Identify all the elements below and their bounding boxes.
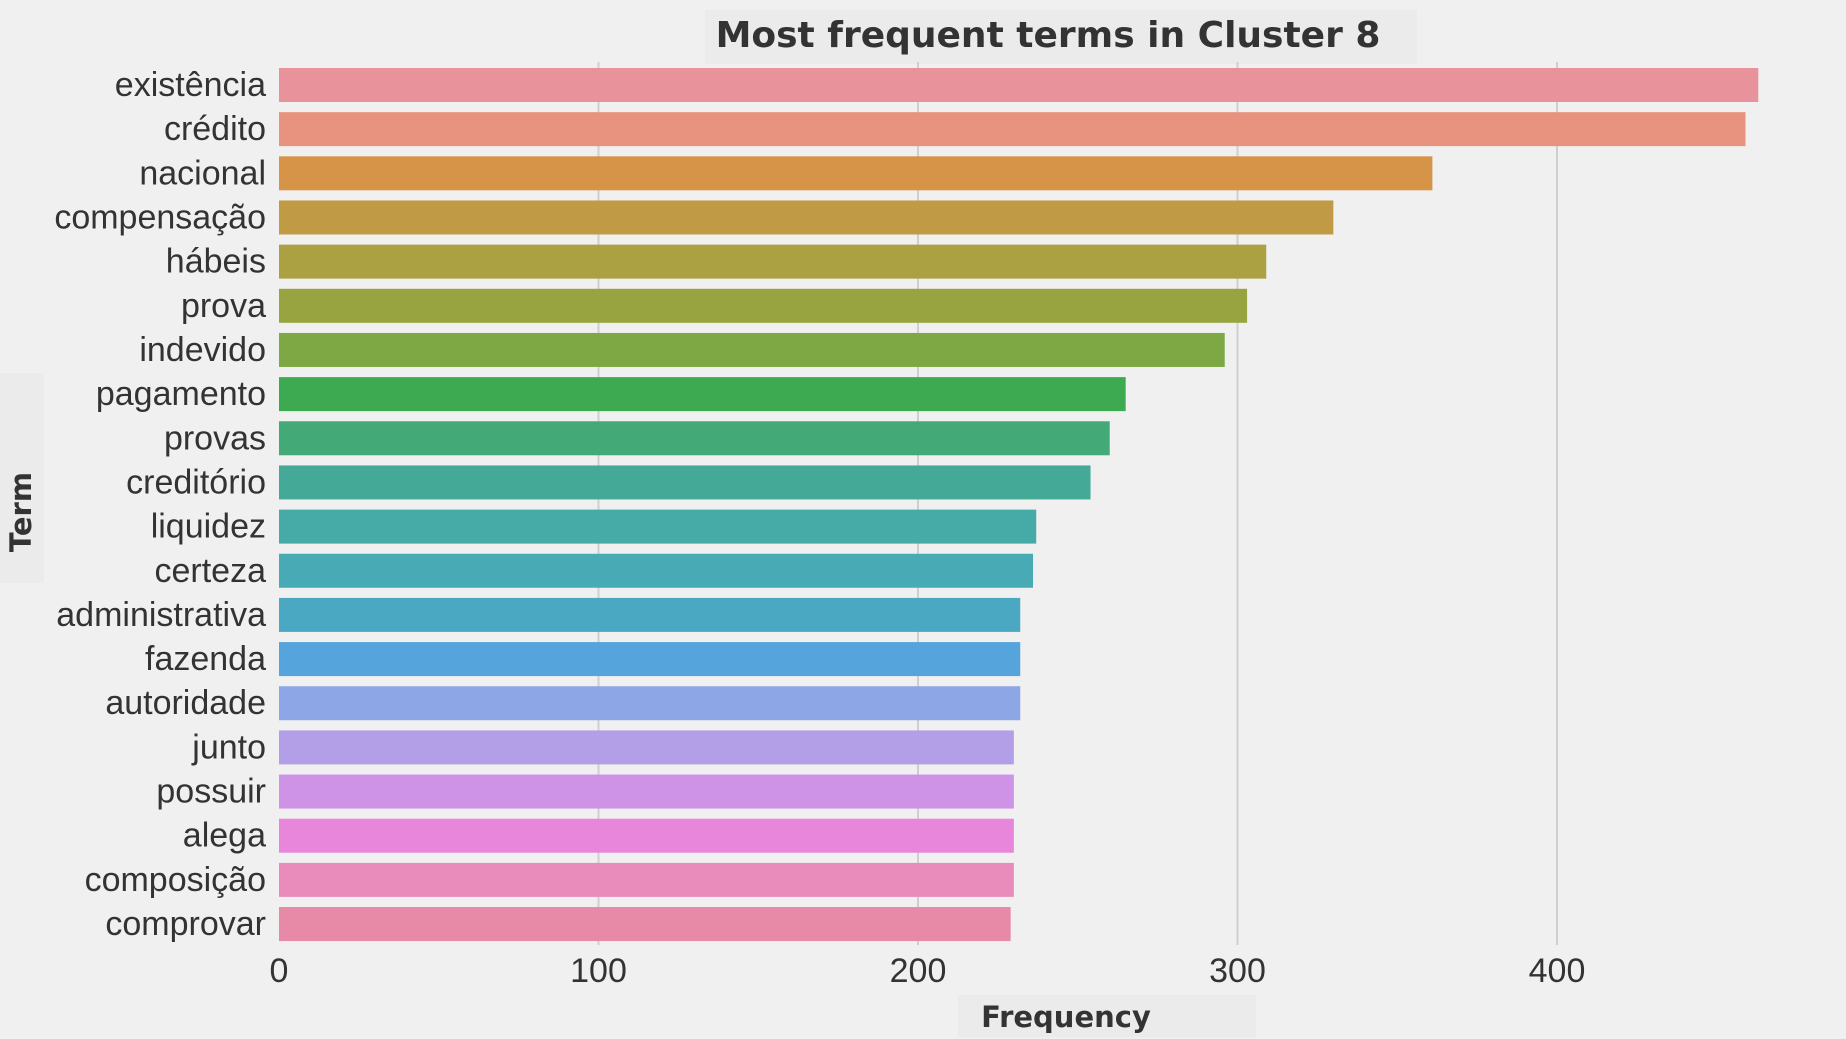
bar bbox=[279, 68, 1759, 102]
x-axis-title: Frequency bbox=[981, 1000, 1151, 1034]
category-label: existência bbox=[115, 66, 266, 104]
category-label: creditório bbox=[126, 463, 266, 501]
bar bbox=[279, 730, 1014, 765]
bar bbox=[279, 288, 1248, 323]
category-label: pagamento bbox=[96, 375, 266, 413]
bar bbox=[279, 112, 1746, 147]
bar bbox=[279, 465, 1091, 500]
bar bbox=[279, 907, 1011, 942]
category-label: autoridade bbox=[105, 684, 266, 722]
bar bbox=[279, 862, 1014, 897]
bar bbox=[279, 200, 1334, 235]
category-label: fazenda bbox=[145, 640, 266, 678]
bar bbox=[279, 421, 1110, 456]
category-label: liquidez bbox=[151, 508, 266, 546]
chart-title: Most frequent terms in Cluster 8 bbox=[716, 15, 1381, 56]
title-background bbox=[705, 10, 1417, 64]
category-label: prova bbox=[181, 287, 266, 325]
category-label: certeza bbox=[155, 552, 267, 590]
category-labels: existência crédito nacional compensação hábe… bbox=[54, 66, 266, 943]
xlabel-background bbox=[958, 995, 1256, 1037]
bar bbox=[279, 642, 1021, 677]
category-label: indevido bbox=[139, 331, 266, 369]
bar bbox=[279, 774, 1014, 809]
ylabel-background bbox=[0, 373, 44, 583]
x-tick-label: 100 bbox=[570, 952, 627, 990]
x-tick-label: 400 bbox=[1529, 952, 1586, 990]
category-label: composição bbox=[85, 861, 266, 899]
x-tick-label: 200 bbox=[890, 952, 947, 990]
bar bbox=[279, 509, 1037, 544]
x-tick-label: 300 bbox=[1209, 952, 1266, 990]
bar bbox=[279, 818, 1014, 853]
category-label: administrativa bbox=[56, 596, 266, 634]
bar bbox=[279, 332, 1225, 367]
bars bbox=[279, 68, 1759, 942]
gridlines bbox=[597, 62, 1558, 945]
y-axis-title: Term bbox=[4, 472, 38, 552]
category-label: crédito bbox=[164, 110, 266, 148]
bar bbox=[279, 553, 1034, 588]
bar bbox=[279, 244, 1267, 279]
bar bbox=[279, 377, 1126, 412]
category-label: possuir bbox=[156, 773, 266, 811]
category-label: comprovar bbox=[105, 905, 266, 943]
category-label: compensação bbox=[54, 198, 266, 236]
category-label: nacional bbox=[139, 154, 266, 192]
category-label: junto bbox=[191, 728, 266, 766]
category-label: alega bbox=[183, 817, 266, 855]
category-label: provas bbox=[164, 419, 266, 457]
x-tick-labels: 0 100 200 300 400 bbox=[270, 952, 1586, 990]
bar bbox=[279, 686, 1021, 721]
bar bbox=[279, 597, 1021, 632]
x-tick-label: 0 bbox=[270, 952, 289, 990]
bar bbox=[279, 156, 1433, 191]
category-label: hábeis bbox=[166, 243, 266, 281]
